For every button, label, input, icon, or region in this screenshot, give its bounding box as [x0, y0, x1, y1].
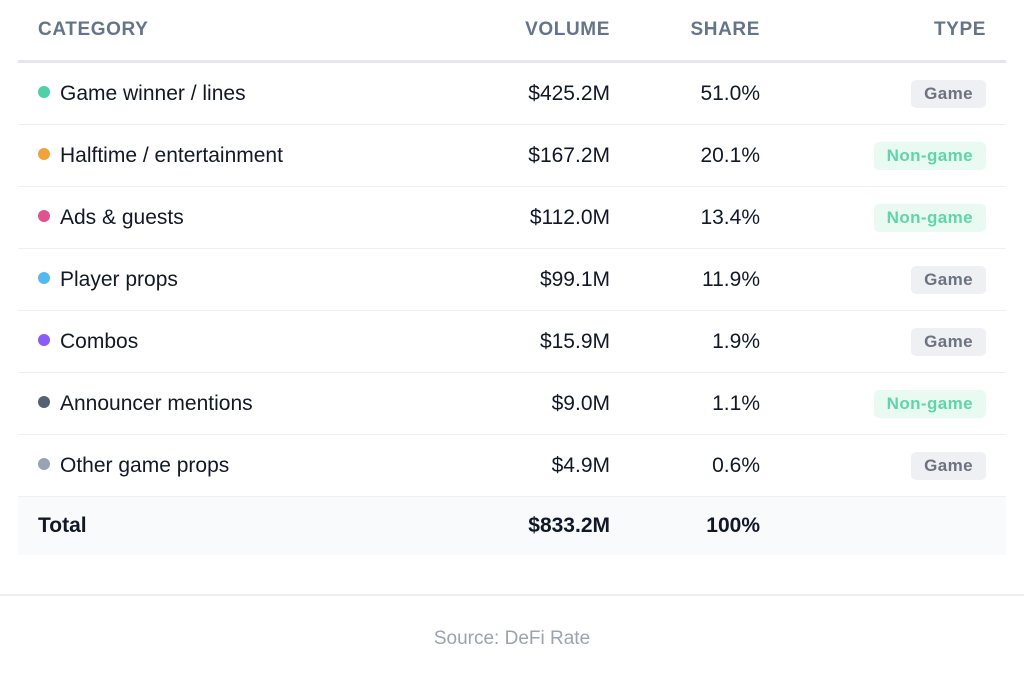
table-row: Combos $15.9M 1.9% Game	[18, 310, 1006, 373]
column-header-type: TYPE	[760, 0, 1006, 63]
category-label: Ads & guests	[60, 205, 184, 229]
total-label: Total	[18, 496, 488, 555]
volume-cell: $112.0M	[488, 186, 610, 249]
category-label: Combos	[60, 329, 139, 353]
color-dot-icon	[38, 333, 50, 346]
share-cell: 1.9%	[610, 310, 760, 373]
type-cell: Non-game	[760, 372, 1006, 435]
table-row: Player props $99.1M 11.9% Game	[18, 248, 1006, 311]
category-cell: Ads & guests	[18, 186, 488, 249]
total-type-empty	[760, 496, 1006, 555]
type-cell: Non-game	[760, 124, 1006, 187]
type-badge: Non-game	[873, 389, 986, 418]
category-cell: Game winner / lines	[18, 61, 488, 125]
volume-cell: $15.9M	[488, 310, 610, 373]
type-cell: Game	[760, 310, 1006, 373]
type-cell: Game	[760, 434, 1006, 497]
category-label: Halftime / entertainment	[60, 143, 283, 167]
volume-cell: $99.1M	[488, 248, 610, 311]
type-badge: Game	[911, 327, 986, 356]
category-cell: Player props	[18, 248, 488, 311]
share-cell: 0.6%	[610, 434, 760, 497]
category-label: Player props	[60, 267, 178, 291]
category-label: Other game props	[60, 453, 230, 477]
category-cell: Combos	[18, 310, 488, 373]
table-row: Halftime / entertainment $167.2M 20.1% Non-…	[18, 124, 1006, 187]
color-dot-icon	[38, 395, 50, 408]
column-header-volume: VOLUME	[488, 0, 610, 63]
type-badge: Non-game	[873, 203, 986, 232]
table-row: Game winner / lines $425.2M 51.0% Game	[18, 61, 1006, 125]
category-volume-table: CATEGORY VOLUME SHARE TYPE Game winner /…	[18, 0, 1006, 555]
share-cell: 1.1%	[610, 372, 760, 435]
type-cell: Non-game	[760, 186, 1006, 249]
total-share: 100%	[610, 496, 760, 555]
table-row: Ads & guests $112.0M 13.4% Non-game	[18, 186, 1006, 249]
share-cell: 11.9%	[610, 248, 760, 311]
volume-cell: $4.9M	[488, 434, 610, 497]
type-badge: Game	[911, 265, 986, 294]
share-cell: 13.4%	[610, 186, 760, 249]
type-badge: Game	[911, 79, 986, 108]
total-row: Total $833.2M 100%	[18, 496, 1006, 555]
color-dot-icon	[38, 457, 50, 470]
table-body: Game winner / lines $425.2M 51.0% Game Halft…	[18, 61, 1006, 555]
color-dot-icon	[38, 209, 50, 222]
color-dot-icon	[38, 85, 50, 98]
category-label: Announcer mentions	[60, 391, 253, 415]
volume-cell: $425.2M	[488, 61, 610, 125]
volume-cell: $167.2M	[488, 124, 610, 187]
share-cell: 20.1%	[610, 124, 760, 187]
column-header-share: SHARE	[610, 0, 760, 63]
table-row: Announcer mentions $9.0M 1.1% Non-game	[18, 372, 1006, 435]
volume-cell: $9.0M	[488, 372, 610, 435]
type-badge: Non-game	[873, 141, 986, 170]
type-cell: Game	[760, 61, 1006, 125]
color-dot-icon	[38, 271, 50, 284]
category-cell: Announcer mentions	[18, 372, 488, 435]
header-row: CATEGORY VOLUME SHARE TYPE	[18, 0, 1006, 63]
table-row: Other game props $4.9M 0.6% Game	[18, 434, 1006, 497]
share-cell: 51.0%	[610, 61, 760, 125]
total-volume: $833.2M	[488, 496, 610, 555]
type-badge: Game	[911, 451, 986, 480]
divider	[0, 594, 1024, 596]
column-header-category: CATEGORY	[18, 0, 488, 63]
color-dot-icon	[38, 147, 50, 160]
source-note: Source: DeFi Rate	[433, 628, 591, 649]
category-cell: Other game props	[18, 434, 488, 497]
type-cell: Game	[760, 248, 1006, 311]
category-cell: Halftime / entertainment	[18, 124, 488, 187]
category-label: Game winner / lines	[60, 81, 246, 105]
